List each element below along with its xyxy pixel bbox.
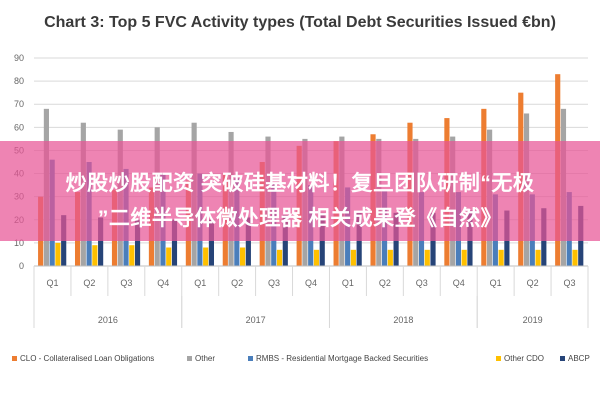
bar	[98, 217, 104, 266]
bar	[387, 249, 393, 266]
legend-item: Other	[187, 354, 215, 363]
y-tick-label: 80	[14, 76, 24, 86]
x-tick-label: Q4	[157, 278, 169, 288]
bar	[498, 249, 504, 266]
bar	[129, 245, 135, 266]
banner-line-2: ”二维半导体微处理器 相关成果登《自然》	[97, 207, 503, 230]
y-tick-label: 0	[19, 261, 24, 271]
y-tick-label: 10	[14, 238, 24, 248]
x-tick-label: Q2	[379, 278, 391, 288]
legend-item: CLO - Collateralised Loan Obligations	[12, 354, 154, 363]
x-tick-label: Q3	[564, 278, 576, 288]
year-label: 2017	[246, 315, 266, 325]
bar	[313, 249, 320, 266]
bar	[240, 247, 246, 266]
x-tick-label: Q1	[490, 278, 502, 288]
x-tick-label: Q1	[46, 278, 58, 288]
bar	[134, 219, 141, 266]
bar	[572, 249, 578, 266]
bar	[203, 247, 209, 266]
bar	[92, 245, 98, 266]
bar	[166, 247, 172, 266]
year-label: 2018	[393, 315, 413, 325]
year-label: 2019	[523, 315, 543, 325]
x-tick-label: Q3	[268, 278, 280, 288]
x-tick-label: Q1	[342, 278, 354, 288]
chart-title: Chart 3: Top 5 FVC Activity types (Total…	[44, 14, 556, 31]
chart-legend: CLO - Collateralised Loan Obligations Oth…	[12, 354, 600, 370]
y-tick-label: 60	[14, 122, 24, 132]
legend-item: ABCP	[560, 354, 590, 363]
x-tick-label: Q3	[416, 278, 428, 288]
banner-line-1: 炒股炒股配资 突破硅基材料！复旦团队研制“无极	[65, 172, 535, 195]
bar	[424, 249, 430, 266]
bar	[55, 242, 61, 266]
legend-label: CLO - Collateralised Loan Obligations	[20, 354, 155, 363]
x-tick-label: Q4	[305, 278, 317, 288]
y-tick-label: 70	[14, 99, 24, 109]
bar	[350, 249, 356, 266]
bar	[245, 217, 251, 266]
bar	[535, 249, 541, 266]
bar	[208, 219, 215, 266]
overlay-banner[interactable]: 炒股炒股配资 突破硅基材料！复旦团队研制“无极 ”二维半导体微处理器 相关成果登…	[0, 141, 600, 241]
legend-swatch	[496, 356, 501, 362]
legend-label: RMBS - Residential Mortgage Backed Secur…	[256, 354, 429, 363]
x-tick-label: Q2	[527, 278, 539, 288]
bar	[276, 249, 283, 266]
legend-swatch	[560, 356, 565, 362]
legend-swatch	[12, 356, 17, 362]
year-label: 2016	[98, 315, 118, 325]
x-tick-label: Q1	[194, 278, 206, 288]
legend-swatch	[187, 356, 192, 362]
x-tick-label: Q2	[83, 278, 95, 288]
legend-label: Other CDO	[504, 354, 545, 363]
bar	[171, 219, 178, 266]
x-tick-label: Q3	[120, 278, 132, 288]
legend-label: ABCP	[568, 354, 590, 363]
x-tick-label: Q2	[231, 278, 243, 288]
legend-item: Other CDO	[496, 354, 544, 363]
legend-swatch	[248, 356, 253, 362]
bar	[461, 249, 467, 266]
legend-label: Other	[195, 354, 216, 363]
y-tick-label: 90	[14, 53, 24, 63]
x-tick-label: Q4	[453, 278, 465, 288]
legend-item: RMBS - Residential Mortgage Backed Secur…	[248, 354, 428, 363]
